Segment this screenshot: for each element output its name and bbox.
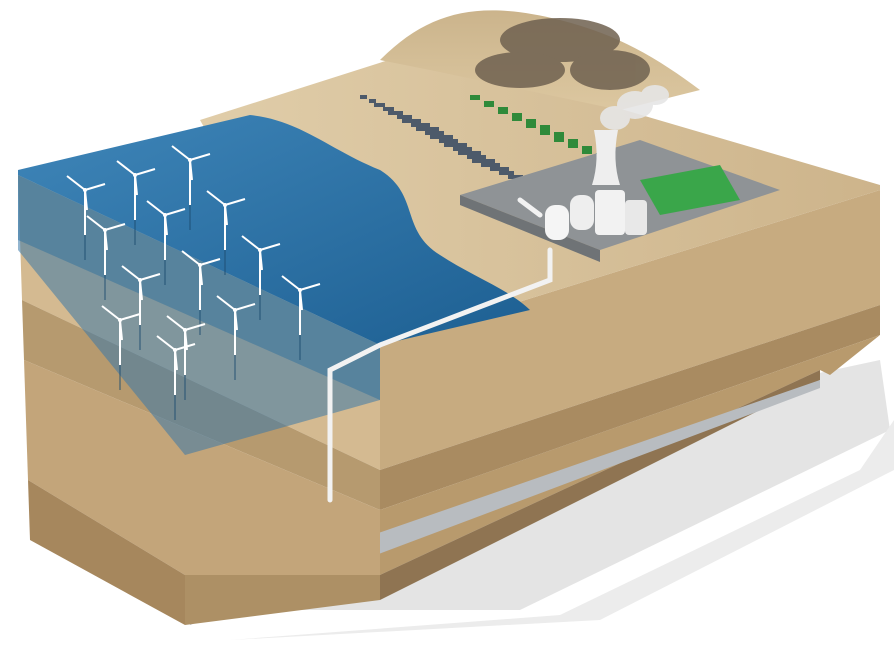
energy-landscape-diagram bbox=[0, 0, 894, 658]
